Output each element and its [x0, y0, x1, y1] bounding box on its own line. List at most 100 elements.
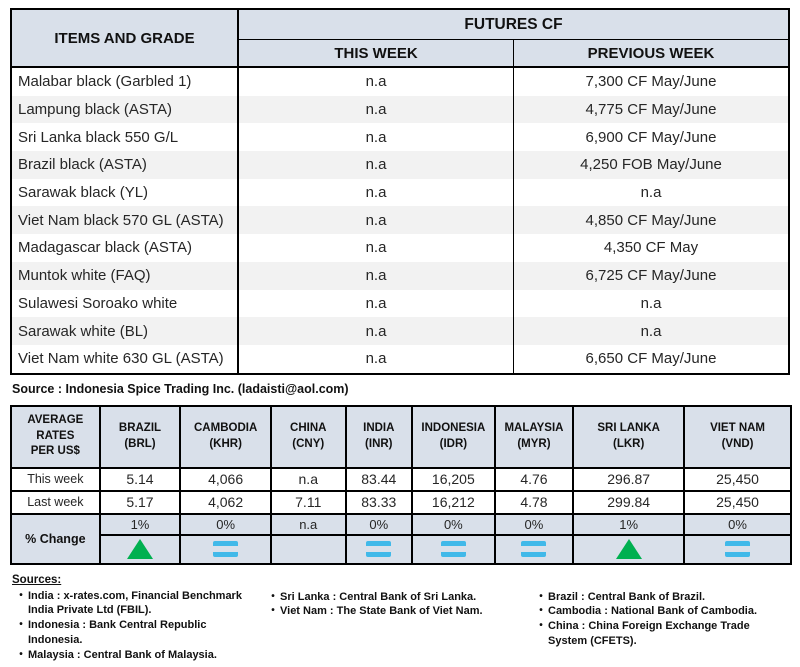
- this-week-value: n.a: [238, 178, 514, 207]
- item-name: Malabar black (Garbled 1): [11, 67, 239, 96]
- trend-equal-icon: [725, 540, 751, 557]
- pct-change-label: % Change: [10, 512, 101, 565]
- previous-week-header: PREVIOUS WEEK: [513, 39, 789, 67]
- item-name: Sri Lanka black 550 G/L: [11, 123, 239, 152]
- rate-value: 4.76: [493, 466, 575, 492]
- previous-week-value: n.a: [640, 184, 662, 202]
- sources-column-3: • Brazil : Central Bank of Brazil. • Cam…: [530, 574, 788, 663]
- this-week-row: This week 5.14 4,066 n.a 83.44 16,205 4.…: [10, 466, 792, 492]
- country-header-brazil: BRAZIL (BRL): [98, 404, 182, 469]
- list-item: • Sri Lanka : Central Bank of Sri Lanka.: [262, 590, 530, 605]
- items-and-grade-header: ITEMS AND GRADE: [11, 9, 239, 67]
- source-text: Viet Nam : The State Bank of Viet Nam.: [280, 605, 483, 618]
- rate-value: 83.44: [344, 466, 414, 492]
- futures-cf-header: FUTURES CF: [238, 9, 789, 40]
- table-row: Madagascar black (ASTA) n.a 4,350 CF May: [11, 234, 789, 262]
- table-row: Sarawak black (YL) n.a n.a: [11, 178, 789, 207]
- pct-change-row: % Change 1% 0% n.a 0% 0% 0% 1% 0%: [10, 512, 792, 565]
- country-header-viet-nam: VIET NAM (VND): [683, 404, 792, 469]
- bullet-icon: •: [539, 590, 543, 602]
- previous-week-value: 6,900 CF May/June: [585, 128, 717, 146]
- rate-value: 5.14: [98, 466, 182, 492]
- futures-table: ITEMS AND GRADE FUTURES CF THIS WEEK PRE…: [10, 8, 790, 375]
- source-text: Brazil : Central Bank of Brazil.: [548, 590, 706, 603]
- this-week-value: n.a: [238, 123, 514, 152]
- pct-change-value: 1%: [98, 512, 182, 536]
- source-text: Cambodia : National Bank of Cambodia.: [548, 605, 758, 618]
- this-week-header: THIS WEEK: [238, 39, 514, 67]
- bullet-icon: •: [19, 619, 23, 631]
- rate-value: 5.17: [98, 489, 182, 515]
- previous-week-value: 6,650 CF May/June: [585, 350, 717, 368]
- rate-value: 25,450: [683, 489, 792, 515]
- source-text: Malaysia : Central Bank of Malaysia.: [28, 648, 217, 661]
- item-name: Viet Nam black 570 GL (ASTA): [11, 206, 239, 235]
- bullet-icon: •: [271, 605, 275, 617]
- previous-week-value: 4,775 CF May/June: [513, 95, 789, 124]
- this-week-value: n.a: [238, 151, 514, 179]
- item-name: Lampung black (ASTA): [11, 95, 239, 124]
- table-row: Malabar black (Garbled 1) n.a 7,300 CF M…: [11, 67, 789, 96]
- average-rates-header: AVERAGE RATES PER US$: [10, 404, 101, 469]
- exchange-rates-table: AVERAGE RATES PER US$ BRAZIL (BRL) CAMBO…: [10, 404, 792, 565]
- country-header-india: INDIA (INR): [344, 404, 414, 469]
- country-header-malaysia: MALAYSIA (MYR): [493, 404, 575, 469]
- trend-up-icon: [126, 539, 153, 560]
- this-week-value: n.a: [238, 234, 514, 262]
- pct-change-value: n.a: [269, 512, 347, 536]
- list-item: • China : China Foreign Exchange Trade S…: [530, 619, 788, 649]
- table-row: Brazil black (ASTA) n.a 4,250 FOB May/Ju…: [11, 151, 789, 179]
- list-item: • Indonesia : Bank Central Republic Indo…: [10, 618, 262, 648]
- bullet-icon: •: [19, 589, 23, 601]
- this-week-value: n.a: [238, 95, 514, 124]
- pct-change-value: 0%: [493, 512, 575, 536]
- rate-value: 296.87: [572, 466, 686, 492]
- item-name: Viet Nam white 630 GL (ASTA): [11, 344, 239, 374]
- sources-section: Sources: • India : x-rates.com, Financia…: [10, 574, 790, 663]
- table-row: Muntok white (FAQ) n.a 6,725 CF May/June: [11, 261, 789, 290]
- sources-column-2: • Sri Lanka : Central Bank of Sri Lanka.…: [262, 574, 530, 663]
- trend-equal-icon: [521, 540, 547, 557]
- pct-change-value: 0%: [411, 512, 496, 536]
- trend-equal-icon: [440, 540, 466, 557]
- item-name: Sulawesi Soroako white: [11, 289, 239, 318]
- average-rates-line: PER US$: [30, 445, 80, 458]
- rate-value: 4,062: [179, 489, 272, 515]
- item-name: Brazil black (ASTA): [11, 151, 239, 179]
- rate-value: n.a: [269, 466, 347, 492]
- pct-change-value: 1%: [572, 512, 686, 536]
- this-week-value: n.a: [238, 206, 514, 235]
- source-text: China : China Foreign Exchange Trade Sys…: [548, 620, 750, 648]
- trend-equal-icon: [366, 540, 392, 557]
- country-header-china: CHINA (CNY): [269, 404, 347, 469]
- previous-week-value: 4,850 CF May/June: [513, 206, 789, 235]
- previous-week-value: 7,300 CF May/June: [585, 73, 717, 91]
- list-item: • Brazil : Central Bank of Brazil.: [530, 590, 788, 605]
- table-row: Sulawesi Soroako white n.a n.a: [11, 289, 789, 318]
- table-row: Viet Nam black 570 GL (ASTA) n.a 4,850 C…: [11, 206, 789, 235]
- row-label: This week: [10, 466, 101, 492]
- average-rates-line: AVERAGE: [27, 414, 84, 427]
- item-name: Sarawak black (YL): [11, 178, 239, 207]
- trend-up-icon: [615, 539, 642, 560]
- table-row: Sri Lanka black 550 G/L n.a 6,900 CF May…: [11, 123, 789, 152]
- sources-title: Sources:: [12, 573, 62, 586]
- source-text: India : x-rates.com, Financial Benchmark…: [28, 589, 242, 617]
- rate-value: 7.11: [269, 489, 347, 515]
- trend-equal-icon: [213, 540, 239, 557]
- pct-change-value: 0%: [683, 512, 792, 536]
- rate-value: 16,205: [411, 466, 496, 492]
- list-item: • Malaysia : Central Bank of Malaysia.: [10, 648, 262, 663]
- rate-value: 25,450: [683, 466, 792, 492]
- rate-value: 299.84: [572, 489, 686, 515]
- list-item: • Viet Nam : The State Bank of Viet Nam.: [262, 604, 530, 619]
- previous-week-value: n.a: [640, 294, 662, 312]
- sources-column-1: Sources: • India : x-rates.com, Financia…: [10, 574, 262, 663]
- previous-week-value: 4,250 FOB May/June: [513, 151, 789, 179]
- table-row: Viet Nam white 630 GL (ASTA) n.a 6,650 C…: [11, 344, 789, 374]
- source-line: Source : Indonesia Spice Trading Inc. (l…: [12, 381, 349, 396]
- table-row: Sarawak white (BL) n.a n.a: [11, 317, 789, 345]
- this-week-value: n.a: [238, 344, 514, 374]
- source-text: Sri Lanka : Central Bank of Sri Lanka.: [280, 590, 477, 603]
